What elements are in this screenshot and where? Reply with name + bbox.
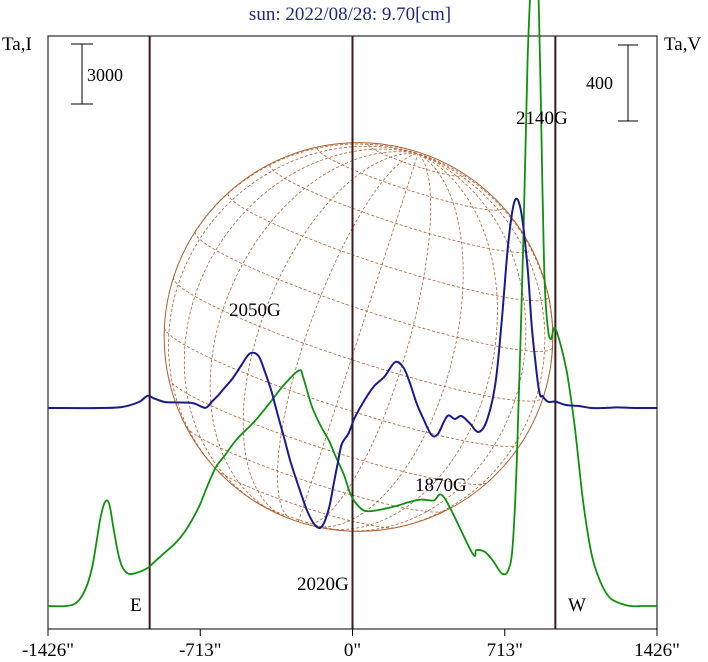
left-axis-label: Ta,I [2, 34, 32, 55]
meridian-line [313, 153, 464, 528]
parallel-line [164, 327, 522, 447]
parallel-line [367, 144, 465, 177]
parallel-line [216, 469, 396, 529]
parallel-line [269, 164, 532, 253]
left-scale-bar: 3000 [71, 43, 123, 105]
series-line-I [47, 197, 658, 530]
meridian-line [183, 148, 419, 505]
meridian-line [168, 145, 419, 478]
meridian-line [277, 153, 419, 520]
right-axis-label: Ta,V [664, 34, 701, 55]
meridian-line [341, 153, 527, 532]
meridian-line [385, 153, 546, 530]
series-line-V [47, 0, 657, 608]
region-label-2140g: 2140G [516, 108, 568, 129]
region-labels: 2050G 2020G 1870G 2140G [229, 108, 568, 595]
x-tick-label: -1426" [22, 640, 74, 661]
x-axis-ticks: -1426" -713" 0" 713" 1426" [22, 629, 680, 661]
meridian-line [298, 153, 419, 522]
parallel-line [227, 193, 549, 302]
x-tick-label: 0" [344, 640, 361, 661]
meridian-line [305, 153, 432, 525]
chart-title: sun: 2022/08/28: 9.70[cm] [249, 4, 451, 25]
right-scale-label: 400 [586, 73, 613, 93]
parallel-line [173, 276, 544, 402]
parallel-line [258, 503, 342, 531]
meridian-line [326, 153, 498, 530]
meridian-line [209, 151, 419, 512]
region-label-2050g: 2050G [229, 300, 281, 321]
x-tick-label: -713" [179, 640, 222, 661]
west-marker-label: W [568, 595, 586, 616]
left-scale-label: 3000 [87, 65, 123, 85]
x-tick-label: 713" [487, 640, 523, 661]
x-tick-label: 1426" [634, 640, 680, 661]
parallel-line [194, 231, 553, 352]
region-label-2020g: 2020G [297, 574, 349, 595]
right-scale-bar: 400 [586, 44, 638, 122]
vertical-markers [148, 36, 557, 629]
series-lines [47, 0, 658, 608]
meridian-line [242, 152, 419, 517]
parallel-line [186, 427, 445, 513]
region-label-1870g: 1870G [415, 475, 467, 496]
east-marker-label: E [130, 595, 142, 616]
solar-disk [163, 142, 554, 532]
